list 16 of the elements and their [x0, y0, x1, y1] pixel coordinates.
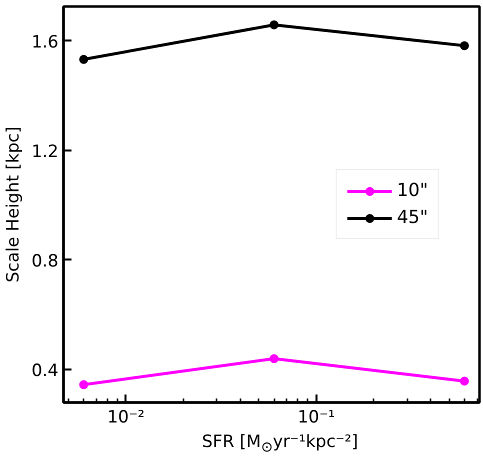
y-tick-label: 1.2 [31, 142, 59, 162]
y-tick-label: 0.4 [31, 361, 59, 382]
y-axis-title: Scale Height [kpc] [3, 126, 24, 282]
point [79, 380, 88, 390]
legend-label: 45" [396, 207, 428, 228]
point [79, 54, 88, 64]
x-tick-label: 10⁻² [107, 408, 145, 428]
legend-label: 10" [396, 180, 428, 201]
point [460, 376, 469, 386]
y-tick-label: 1.6 [31, 32, 59, 52]
point [460, 41, 469, 50]
y-tick-label: 0.8 [31, 251, 59, 272]
point [270, 20, 279, 30]
point [270, 354, 279, 364]
x-axis-title: SFR [M$_{⊙}$yr⁻¹kpc⁻²] [200, 431, 360, 458]
x-tick-label: 10⁻¹ [298, 408, 336, 428]
